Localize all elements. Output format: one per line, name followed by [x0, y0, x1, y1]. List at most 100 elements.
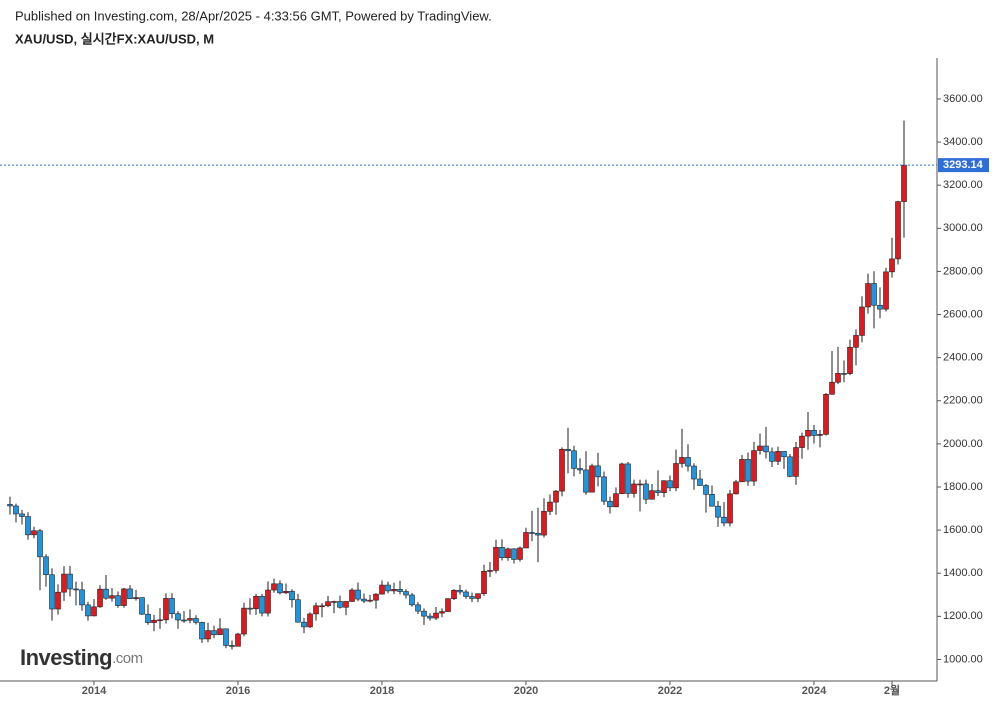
candle-body — [715, 505, 721, 518]
candle-body — [385, 584, 391, 592]
candle-body — [127, 588, 133, 599]
candle-body — [103, 588, 109, 599]
candle-body — [565, 448, 571, 452]
candle-body — [535, 533, 541, 536]
candle-body — [241, 607, 247, 635]
candle-body — [91, 606, 97, 617]
candle-body — [205, 630, 211, 640]
candle-body — [895, 201, 901, 260]
candle-body — [193, 618, 199, 623]
candle-body — [901, 164, 907, 202]
candle-body — [139, 597, 145, 615]
candle-body — [811, 429, 817, 436]
candle-body — [805, 429, 811, 437]
candle-body — [739, 459, 745, 483]
candle-body — [355, 589, 361, 600]
candle-body — [661, 480, 667, 493]
candle-body — [745, 459, 751, 482]
candle-body — [847, 346, 853, 374]
candle-body — [379, 584, 385, 595]
candle-body — [451, 589, 457, 599]
candle-body — [19, 513, 25, 517]
candle-body — [727, 493, 733, 524]
candle-body — [25, 516, 31, 536]
candle-body — [643, 483, 649, 500]
y-tick-label: 1800.00 — [943, 481, 983, 493]
candle-body — [709, 494, 715, 507]
y-tick-label: 3400.00 — [943, 136, 983, 148]
candle-body — [13, 505, 19, 515]
candle-body — [553, 490, 559, 503]
candle-body — [637, 483, 643, 486]
candle-body — [115, 595, 121, 606]
x-tick-label: 2024 — [802, 685, 827, 697]
candle-body — [505, 548, 511, 558]
candle-body — [175, 613, 181, 621]
candle-body — [313, 605, 319, 615]
candle-body — [445, 598, 451, 612]
candle-body — [499, 547, 505, 558]
logo: Investing.com — [20, 645, 143, 670]
candle-body — [157, 619, 163, 622]
candle-body — [253, 595, 259, 610]
candle-body — [199, 622, 205, 640]
candle-body — [277, 583, 283, 594]
y-tick-label: 2600.00 — [943, 308, 983, 320]
candle-body — [859, 306, 865, 336]
candle-body — [211, 630, 217, 635]
candle-body — [145, 613, 151, 623]
candle-body — [853, 335, 859, 348]
last-price-label: 3293.14 — [943, 159, 984, 171]
candle-body — [871, 283, 877, 306]
candle-body — [283, 591, 289, 594]
candle-body — [235, 633, 241, 647]
candle-body — [79, 589, 85, 606]
candle-body — [613, 493, 619, 508]
candle-body — [85, 604, 91, 617]
candle-body — [781, 451, 787, 458]
candle-body — [841, 373, 847, 375]
candle-body — [529, 532, 535, 534]
candle-body — [589, 465, 595, 493]
candle-body — [49, 574, 55, 610]
candle-body — [367, 599, 373, 602]
y-tick-label: 2200.00 — [943, 395, 983, 407]
candle-body — [721, 516, 727, 524]
candle-body — [61, 573, 67, 593]
candle-body — [541, 511, 547, 536]
candle-body — [307, 613, 313, 628]
candle-body — [223, 628, 229, 646]
candle-body — [457, 589, 463, 593]
candle-body — [361, 598, 367, 602]
candle-body — [793, 447, 799, 477]
candle-body — [487, 570, 493, 572]
candle-body — [673, 463, 679, 489]
candle-body — [427, 615, 433, 619]
candle-body — [247, 607, 253, 610]
candle-body — [271, 583, 277, 591]
candle-body — [433, 612, 439, 619]
candle-body — [259, 595, 265, 614]
candle-body — [523, 532, 529, 549]
candle-body — [55, 591, 61, 610]
y-tick-label: 3200.00 — [943, 179, 983, 191]
candle-body — [475, 593, 481, 599]
candle-body — [787, 456, 793, 477]
candle-body — [331, 601, 337, 603]
y-tick-label: 2800.00 — [943, 265, 983, 277]
candle-body — [595, 465, 601, 478]
candle-body — [121, 588, 127, 606]
x-tick-label: 2020 — [514, 685, 538, 697]
candle-body — [607, 500, 613, 508]
candle-body — [463, 591, 469, 597]
candle-body — [67, 573, 73, 590]
candle-body — [481, 570, 487, 594]
y-tick-label: 2400.00 — [943, 352, 983, 364]
candle-body — [883, 271, 889, 310]
x-tick-label: 2016 — [226, 685, 250, 697]
candle-body — [409, 594, 415, 606]
candle-body — [751, 450, 757, 482]
candle-body — [151, 619, 157, 623]
y-tick-label: 1200.00 — [943, 610, 983, 622]
